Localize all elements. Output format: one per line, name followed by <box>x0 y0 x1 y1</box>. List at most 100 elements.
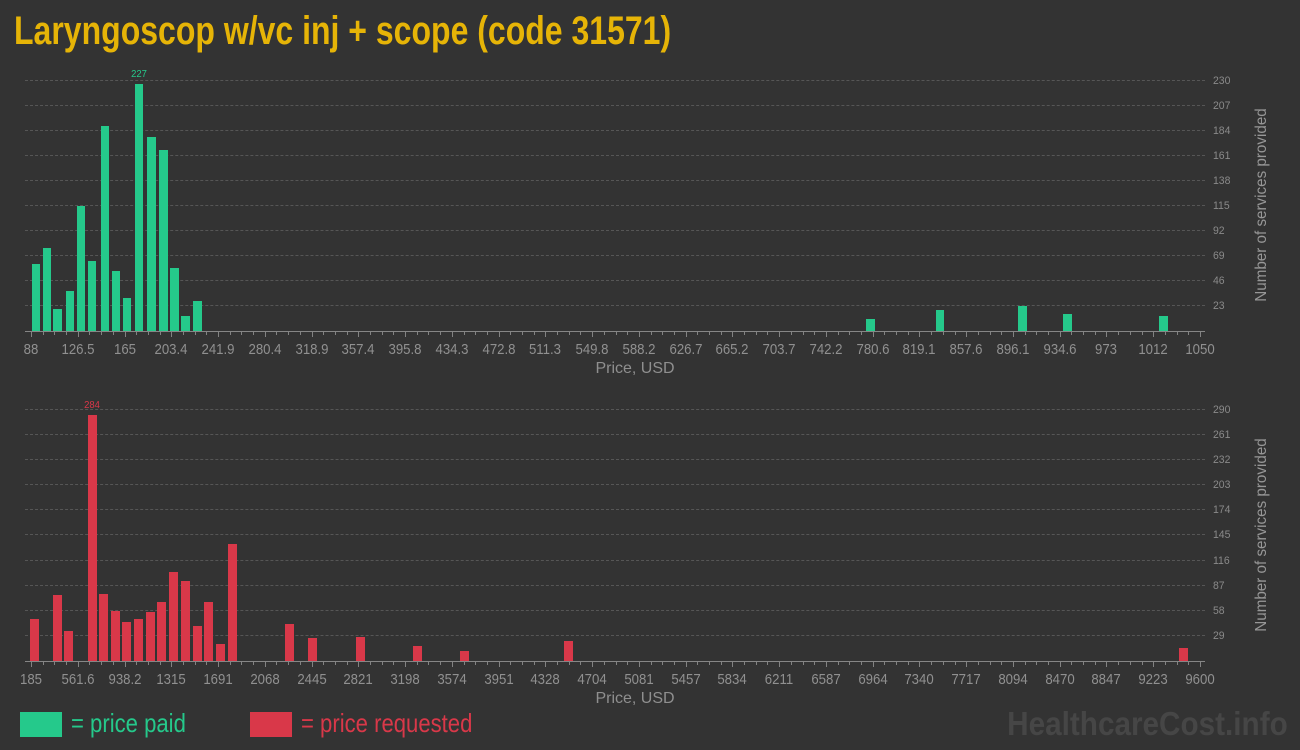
x-minor-tick-mark <box>194 662 196 665</box>
x-minor-tick-mark <box>323 332 325 335</box>
x-tick-label: 1315 <box>156 671 186 688</box>
histogram-bar[interactable] <box>866 319 875 331</box>
x-tick-mark <box>405 332 407 337</box>
x-tick-label: 434.3 <box>435 341 469 358</box>
x-tick-mark <box>1200 662 1201 667</box>
x-tick-label: 4328 <box>530 671 561 688</box>
x-tick-label: 549.8 <box>575 341 609 358</box>
histogram-bar[interactable] <box>308 637 318 661</box>
x-minor-tick-mark <box>942 332 944 335</box>
x-minor-tick-mark <box>66 332 68 335</box>
histogram-bar[interactable] <box>147 137 156 331</box>
histogram-bar[interactable] <box>145 611 155 661</box>
y-tick-label: 138 <box>1213 174 1231 187</box>
x-minor-tick-mark <box>896 662 898 665</box>
histogram-bar[interactable] <box>159 150 168 331</box>
x-tick-mark <box>1059 332 1061 337</box>
histogram-bar[interactable] <box>76 205 86 331</box>
x-minor-tick-mark <box>814 662 816 665</box>
x-tick-label: 2445 <box>296 671 327 688</box>
x-tick-label: 5834 <box>717 671 748 688</box>
x-minor-tick-mark <box>510 332 512 335</box>
x-minor-tick-mark <box>136 332 138 335</box>
peak-value-label: 284 <box>84 400 101 412</box>
histogram-bar[interactable] <box>169 571 179 661</box>
x-minor-tick-mark <box>568 662 570 665</box>
histogram-bar[interactable] <box>459 651 469 661</box>
gridline <box>25 154 1205 156</box>
x-tick-label: 973 <box>1095 341 1118 358</box>
x-minor-tick-mark <box>977 332 979 335</box>
x-minor-tick-mark <box>1141 332 1143 335</box>
histogram-bar[interactable] <box>215 643 225 661</box>
histogram-bar[interactable] <box>1018 305 1027 331</box>
histogram-bar[interactable] <box>134 619 144 661</box>
histogram-bar[interactable] <box>122 622 132 661</box>
histogram-bar[interactable] <box>53 595 63 661</box>
histogram-bar[interactable] <box>29 618 39 661</box>
histogram-bar[interactable] <box>181 315 190 331</box>
gridline <box>25 609 1205 611</box>
histogram-bar[interactable] <box>65 290 75 331</box>
histogram-bar[interactable] <box>355 636 365 661</box>
x-minor-tick-mark <box>954 332 956 335</box>
x-tick-mark <box>311 332 313 337</box>
histogram-bar[interactable] <box>157 602 167 661</box>
histogram-bar[interactable] <box>99 594 109 661</box>
histogram-bar[interactable] <box>87 261 96 331</box>
histogram-bar[interactable] <box>935 310 945 331</box>
x-minor-tick-mark <box>288 662 290 665</box>
histogram-bar[interactable] <box>111 271 121 331</box>
histogram-bar[interactable] <box>53 309 62 331</box>
x-minor-tick-mark <box>989 332 991 335</box>
x-tick-label: 6964 <box>857 671 888 688</box>
x-minor-tick-mark <box>580 662 582 665</box>
x-tick-mark <box>264 662 266 667</box>
x-tick-mark <box>358 662 360 667</box>
x-tick-label: 561.6 <box>61 671 95 688</box>
histogram-bar[interactable] <box>170 267 179 331</box>
histogram-bar[interactable] <box>193 300 202 331</box>
x-tick-mark <box>31 662 32 667</box>
histogram-bar[interactable] <box>122 298 132 331</box>
x-minor-tick-mark <box>381 662 383 665</box>
gridline <box>25 104 1205 106</box>
x-minor-tick-mark <box>1164 662 1166 665</box>
x-tick-mark <box>77 662 79 667</box>
histogram-bar[interactable] <box>564 641 574 661</box>
histogram-bar[interactable] <box>110 610 120 661</box>
histogram-bar[interactable] <box>64 630 74 661</box>
histogram-bar[interactable] <box>1159 315 1168 331</box>
histogram-bar[interactable] <box>227 544 237 661</box>
y-tick-label: 184 <box>1213 124 1231 137</box>
histogram-bar[interactable] <box>204 602 214 661</box>
x-tick-mark <box>171 662 173 667</box>
histogram-bar[interactable] <box>192 626 202 661</box>
x-minor-tick-mark <box>673 662 675 665</box>
x-minor-tick-mark <box>1024 332 1026 335</box>
x-tick-label: 511.3 <box>529 341 562 358</box>
x-minor-tick-mark <box>428 332 430 335</box>
y-tick-label: 92 <box>1213 224 1225 237</box>
x-minor-tick-mark <box>229 332 231 335</box>
x-minor-tick-mark <box>159 332 161 335</box>
x-tick-label: 318.9 <box>295 341 329 358</box>
x-minor-tick-mark <box>229 662 231 665</box>
y-axis-title: Number of services provided <box>1253 438 1270 632</box>
histogram-bar[interactable] <box>1179 648 1189 661</box>
x-tick-label: 6211 <box>764 671 794 688</box>
histogram-bar[interactable] <box>284 623 294 661</box>
histogram-bar[interactable] <box>180 581 190 661</box>
histogram-bar[interactable] <box>87 415 97 661</box>
x-minor-tick-mark <box>837 662 839 665</box>
histogram-bar[interactable] <box>134 84 144 331</box>
histogram-bar[interactable] <box>1063 313 1072 331</box>
x-tick-label: 357.4 <box>341 341 375 358</box>
histogram-bar[interactable] <box>42 248 52 331</box>
x-minor-tick-mark <box>381 332 383 335</box>
histogram-bar[interactable] <box>413 646 423 661</box>
x-tick-label: 1012 <box>1138 341 1168 358</box>
histogram-bar[interactable] <box>100 126 110 331</box>
histogram-bar[interactable] <box>31 263 41 331</box>
x-tick-label: 8470 <box>1045 671 1075 688</box>
